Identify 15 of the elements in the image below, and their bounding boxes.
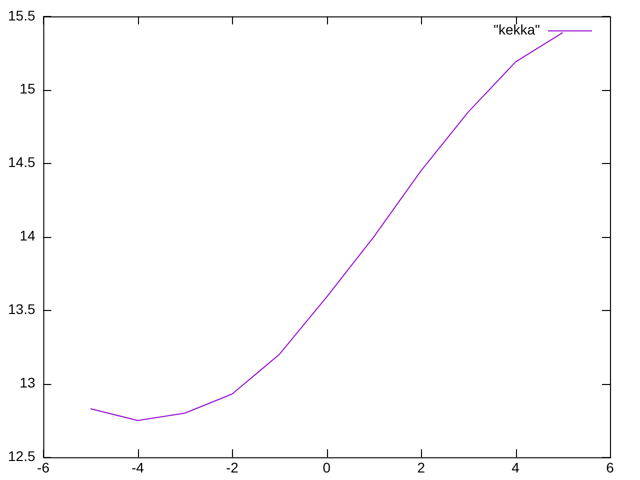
y-tick-label: 14.5 [8, 154, 36, 170]
x-tick-label: -6 [37, 459, 50, 476]
legend-label: "kekka" [493, 21, 540, 38]
y-tick-label: 15.5 [8, 7, 36, 24]
x-tick-label: 2 [417, 459, 426, 476]
x-tick-label: -4 [131, 459, 144, 476]
y-tick-label: 13.5 [8, 301, 36, 318]
x-tick-label: 0 [322, 459, 331, 476]
y-tick-label: 13 [20, 374, 36, 391]
x-tick-label: -2 [226, 459, 239, 476]
x-tick-label: 4 [512, 459, 520, 476]
y-tick-label: 12.5 [8, 448, 36, 464]
y-tick-label: 15 [20, 80, 36, 97]
x-tick-label: 6 [606, 459, 614, 476]
y-tick-label: 14 [20, 228, 36, 244]
